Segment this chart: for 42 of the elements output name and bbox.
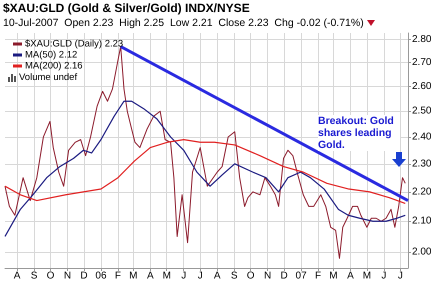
y-tick-label: 2.50 (412, 106, 432, 117)
x-tick-label: A (214, 270, 221, 282)
y-tick-label: 2.20 (412, 186, 432, 198)
x-tick-label: O (46, 270, 55, 282)
x-tick-label: F (315, 270, 322, 282)
x-tick-label: A (14, 270, 21, 282)
x-tick-label: F (114, 270, 122, 282)
y-tick-label: 2.30 (412, 158, 432, 170)
x-tick-label: M (362, 270, 372, 282)
x-tick-label: M (329, 270, 338, 282)
x-tick-label: D (280, 270, 288, 282)
y-tick-label: 2.60 (412, 80, 432, 92)
x-tick-label: J (181, 270, 186, 282)
legend-label: MA(200) 2.16 (25, 60, 83, 72)
x-tick-label: D (80, 270, 88, 282)
annotation: Breakout: Gold shares leading Gold. (318, 115, 397, 151)
x-tick-label: S (230, 270, 238, 282)
legend-label: $XAU:GLD (Daily) 2.23 (25, 38, 124, 50)
x-tick-label: J (398, 270, 403, 282)
x-tick-label: A (146, 270, 154, 282)
y-tick-label: 2.00 (412, 246, 432, 258)
x-tick-label: J (198, 270, 203, 282)
x-tick-label: M (162, 270, 171, 282)
x-tick-label: J (381, 270, 386, 282)
x-tick-label: O (246, 270, 255, 282)
x-tick-label: M (129, 270, 138, 282)
x-tick-label: 06 (95, 270, 107, 282)
chart-title: $XAU:GLD (Gold & Silver/Gold) INDX/NYSE (3, 1, 250, 15)
annotation: Volume undef (19, 72, 78, 83)
y-tick-label: 2.80 (412, 34, 432, 46)
line-series (4, 100, 406, 238)
x-tick-label: N (64, 270, 72, 282)
x-tick-label: 07 (296, 270, 308, 282)
y-tick-label: 2.70 (412, 57, 432, 68)
x-tick-label: N (264, 270, 272, 282)
x-tick-label: S (30, 270, 38, 282)
line-series (4, 139, 406, 204)
chart-subtitle: 10-Jul-2007 Open 2.23 High 2.25 Low 2.21 Close 2.23 Chg -0.02 (-0.71%) (3, 17, 364, 29)
y-tick-label: 2.40 (412, 131, 432, 142)
legend-label: MA(50) 2.12 (25, 50, 78, 60)
x-tick-label: A (347, 270, 354, 282)
y-tick-label: 2.10 (412, 216, 432, 227)
